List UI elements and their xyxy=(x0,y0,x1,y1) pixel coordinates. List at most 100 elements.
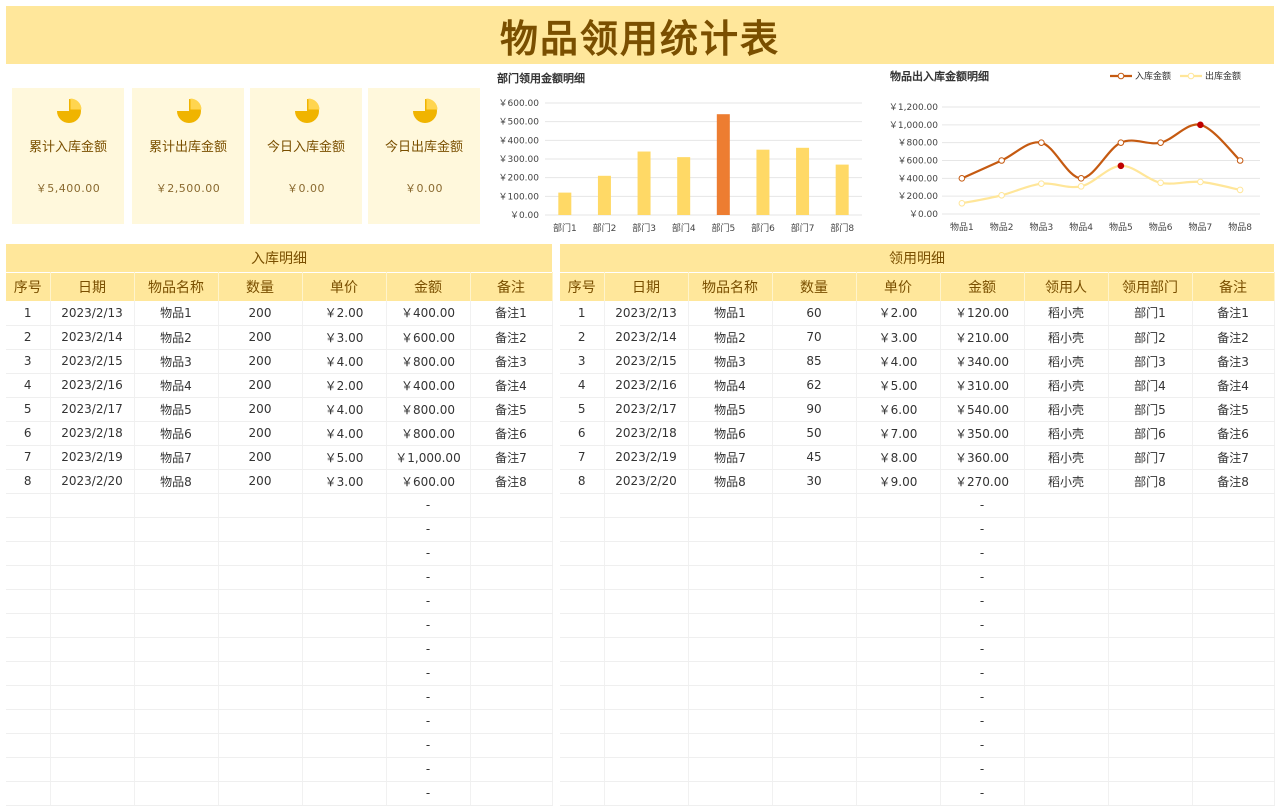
table-cell[interactable] xyxy=(1192,613,1275,638)
table-row[interactable]: 1 2023/2/13 物品1 60 ￥2.00 ￥120.00 稻小壳 部门1 备注1 xyxy=(560,301,1275,326)
table-cell[interactable]: ￥800.00 xyxy=(386,421,471,446)
table-cell[interactable] xyxy=(856,565,941,590)
table-cell[interactable]: 90 xyxy=(772,397,857,422)
table-cell[interactable] xyxy=(560,613,605,638)
table-cell[interactable] xyxy=(1192,565,1275,590)
table-cell[interactable] xyxy=(1024,589,1109,614)
table-cell[interactable] xyxy=(470,637,553,662)
table-cell[interactable] xyxy=(1024,493,1109,518)
table-cell[interactable] xyxy=(772,565,857,590)
table-cell[interactable] xyxy=(218,661,303,686)
table-cell[interactable] xyxy=(50,637,135,662)
table-cell[interactable]: - xyxy=(940,613,1025,638)
table-cell[interactable] xyxy=(134,709,219,734)
table-cell[interactable] xyxy=(1108,517,1193,542)
table-cell[interactable] xyxy=(772,709,857,734)
table-cell[interactable] xyxy=(604,757,689,782)
table-cell[interactable]: 备注2 xyxy=(1192,325,1275,350)
bar[interactable] xyxy=(796,147,810,215)
table-cell[interactable] xyxy=(6,637,51,662)
table-cell[interactable] xyxy=(470,589,553,614)
table-cell[interactable] xyxy=(1108,565,1193,590)
table-cell[interactable]: 3 xyxy=(6,349,51,374)
table-cell[interactable]: 2023/2/19 xyxy=(50,445,135,470)
table-cell[interactable]: - xyxy=(386,685,471,710)
table-cell[interactable]: 稻小壳 xyxy=(1024,373,1109,398)
table-cell[interactable] xyxy=(560,661,605,686)
table-cell[interactable] xyxy=(772,781,857,806)
table-cell[interactable] xyxy=(856,589,941,614)
table-cell[interactable] xyxy=(856,757,941,782)
data-point[interactable] xyxy=(1197,121,1204,129)
table-cell[interactable] xyxy=(302,589,387,614)
table-cell[interactable]: 2023/2/16 xyxy=(50,373,135,398)
table-cell[interactable] xyxy=(134,613,219,638)
bar[interactable] xyxy=(637,151,651,215)
empty-row[interactable]: - xyxy=(560,709,1275,734)
table-cell[interactable]: - xyxy=(386,493,471,518)
table-cell[interactable] xyxy=(50,757,135,782)
table-cell[interactable] xyxy=(1024,541,1109,566)
table-cell[interactable]: ￥600.00 xyxy=(386,325,471,350)
table-cell[interactable]: 物品4 xyxy=(134,373,219,398)
table-cell[interactable] xyxy=(1108,613,1193,638)
table-cell[interactable]: 60 xyxy=(772,301,857,326)
table-cell[interactable]: - xyxy=(386,781,471,806)
table-cell[interactable]: 1 xyxy=(560,301,605,326)
table-cell[interactable] xyxy=(604,493,689,518)
table-cell[interactable]: 物品3 xyxy=(134,349,219,374)
column-header[interactable]: 金额 xyxy=(940,272,1025,301)
table-cell[interactable] xyxy=(470,685,553,710)
table-cell[interactable] xyxy=(772,661,857,686)
table-cell[interactable]: 62 xyxy=(772,373,857,398)
empty-row[interactable]: - xyxy=(560,493,1275,518)
table-cell[interactable] xyxy=(1108,781,1193,806)
table-cell[interactable]: 2023/2/15 xyxy=(50,349,135,374)
table-cell[interactable]: 稻小壳 xyxy=(1024,397,1109,422)
table-cell[interactable]: - xyxy=(940,757,1025,782)
table-cell[interactable] xyxy=(772,517,857,542)
table-cell[interactable] xyxy=(1192,517,1275,542)
table-row[interactable]: 1 2023/2/13 物品1 200 ￥2.00 ￥400.00 备注1 xyxy=(6,301,553,326)
table-cell[interactable]: ￥3.00 xyxy=(302,325,387,350)
table-cell[interactable] xyxy=(1108,541,1193,566)
empty-row[interactable]: - xyxy=(560,517,1275,542)
table-cell[interactable]: 备注5 xyxy=(470,397,553,422)
table-cell[interactable]: 4 xyxy=(6,373,51,398)
data-point[interactable] xyxy=(1157,139,1164,146)
table-cell[interactable] xyxy=(772,493,857,518)
table-cell[interactable] xyxy=(302,565,387,590)
table-cell[interactable]: 5 xyxy=(6,397,51,422)
table-cell[interactable] xyxy=(134,733,219,758)
table-cell[interactable]: ￥350.00 xyxy=(940,421,1025,446)
table-cell[interactable]: ￥2.00 xyxy=(302,301,387,326)
table-cell[interactable]: 部门1 xyxy=(1108,301,1193,326)
empty-row[interactable]: - xyxy=(6,757,553,782)
table-cell[interactable] xyxy=(134,517,219,542)
table-cell[interactable] xyxy=(470,661,553,686)
bar[interactable] xyxy=(756,149,770,215)
table-cell[interactable] xyxy=(218,589,303,614)
table-cell[interactable] xyxy=(688,541,773,566)
table-cell[interactable]: 8 xyxy=(6,469,51,494)
table-cell[interactable] xyxy=(302,517,387,542)
table-cell[interactable] xyxy=(470,733,553,758)
table-cell[interactable] xyxy=(1024,661,1109,686)
table-cell[interactable] xyxy=(1192,685,1275,710)
table-cell[interactable] xyxy=(1024,517,1109,542)
table-cell[interactable] xyxy=(134,493,219,518)
data-point[interactable] xyxy=(1157,179,1164,187)
table-cell[interactable] xyxy=(6,781,51,806)
table-cell[interactable] xyxy=(772,613,857,638)
table-cell[interactable]: ￥9.00 xyxy=(856,469,941,494)
table-cell[interactable] xyxy=(560,541,605,566)
table-cell[interactable]: 2023/2/19 xyxy=(604,445,689,470)
table-cell[interactable] xyxy=(218,517,303,542)
table-cell[interactable] xyxy=(218,733,303,758)
table-cell[interactable]: - xyxy=(386,613,471,638)
table-cell[interactable] xyxy=(1108,733,1193,758)
table-cell[interactable]: 2023/2/20 xyxy=(604,469,689,494)
table-cell[interactable] xyxy=(302,733,387,758)
table-cell[interactable]: 2023/2/15 xyxy=(604,349,689,374)
table-cell[interactable]: 物品5 xyxy=(688,397,773,422)
